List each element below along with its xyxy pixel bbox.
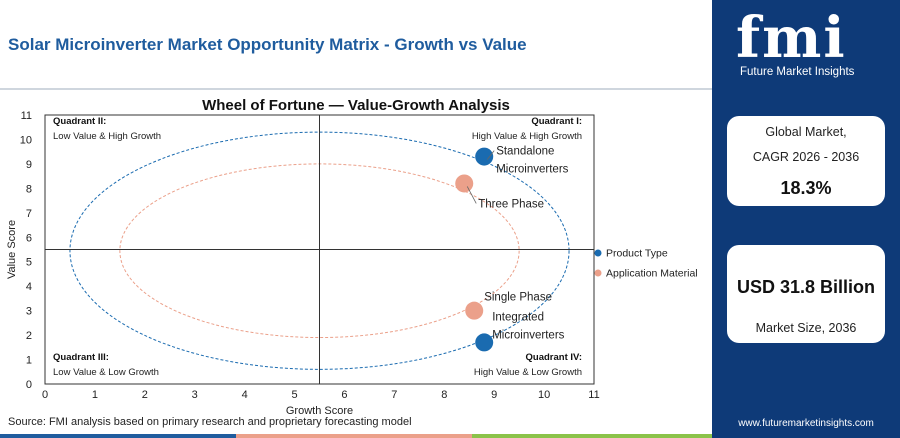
y-tick-label: 2 (26, 330, 32, 342)
x-tick-label: 7 (391, 389, 397, 401)
logo-tagline: Future Market Insights (740, 66, 855, 78)
website-link[interactable]: www.futuremarketinsights.com (738, 418, 874, 429)
data-label: Standalone (496, 146, 554, 158)
label-leader (486, 150, 495, 160)
bottom-bar-segment (0, 434, 236, 438)
cagr-label-line2: CAGR 2026 - 2036 (752, 150, 860, 164)
data-label: Single Phase (484, 292, 552, 304)
y-tick-label: 10 (20, 134, 32, 146)
x-tick-label: 10 (538, 389, 550, 401)
data-point (475, 333, 494, 352)
page-title: Solar Microinverter Market Opportunity M… (8, 35, 527, 54)
x-tick-label: 1 (92, 389, 98, 401)
data-point (465, 301, 484, 320)
data-point (455, 174, 474, 193)
legend-marker (594, 269, 602, 277)
y-tick-label: 8 (26, 183, 32, 195)
x-tick-label: 2 (142, 389, 148, 401)
data-label: Integrated (492, 311, 544, 323)
outer-ring (69, 131, 570, 370)
y-tick-label: 9 (26, 159, 32, 171)
quadrant-title: Quadrant I: (531, 116, 582, 127)
x-tick-label: 11 (588, 389, 599, 401)
bottom-bar-segment (472, 434, 712, 438)
y-tick-label: 11 (21, 110, 32, 122)
brand-logo: fmi Future Market Insights (712, 0, 900, 88)
x-tick-label: 6 (341, 389, 347, 401)
quadrant-title: Quadrant IV: (526, 352, 582, 363)
opportunity-matrix-chart: Wheel of Fortune — Value-Growth Analysis… (6, 97, 698, 415)
data-label: Microinverters (492, 329, 564, 341)
x-tick-label: 4 (242, 389, 248, 401)
y-tick-label: 5 (26, 257, 32, 269)
data-point (475, 147, 494, 166)
cagr-value: 18.3% (780, 178, 832, 198)
chart-title: Wheel of Fortune — Value-Growth Analysis (202, 97, 510, 114)
cagr-label-line1: Global Market, (765, 125, 847, 139)
legend-marker (594, 249, 602, 257)
quadrant-subtitle: High Value & Low Growth (474, 367, 582, 378)
quadrant-title: Quadrant II: (53, 116, 106, 127)
source-note: Source: FMI analysis based on primary re… (8, 416, 412, 428)
x-tick-label: 9 (491, 389, 497, 401)
x-tick-label: 8 (441, 389, 447, 401)
header-divider (0, 88, 712, 90)
y-axis-label: Value Score (6, 220, 18, 279)
x-tick-label: 0 (42, 389, 48, 401)
sidebar: fmi Future Market Insights Global Market… (712, 0, 900, 438)
market-size-value: USD 31.8 Billion (736, 277, 876, 297)
x-tick-label: 5 (291, 389, 297, 401)
y-tick-label: 1 (26, 355, 32, 367)
quadrant-subtitle: Low Value & Low Growth (53, 367, 159, 378)
data-label: Three Phase (478, 198, 544, 210)
bottom-bar-segment (236, 434, 472, 438)
x-axis-label: Growth Score (286, 405, 353, 415)
y-tick-label: 0 (26, 379, 32, 391)
market-size-card: USD 31.8 Billion Market Size, 2036 (727, 245, 885, 343)
y-tick-label: 6 (26, 232, 32, 244)
legend-entry: Application Material (606, 268, 698, 280)
y-tick-label: 3 (26, 306, 32, 318)
quadrant-subtitle: Low Value & High Growth (53, 131, 161, 142)
label-leader (466, 186, 477, 204)
x-tick-label: 3 (192, 389, 198, 401)
header: Solar Microinverter Market Opportunity M… (0, 0, 712, 88)
data-label: Microinverters (496, 164, 568, 176)
legend-entry: Product Type (606, 248, 668, 260)
logo-wordmark: fmi (736, 5, 847, 71)
quadrant-subtitle: High Value & High Growth (472, 131, 582, 142)
quadrant-title: Quadrant III: (53, 352, 109, 363)
market-size-label: Market Size, 2036 (755, 321, 857, 335)
y-tick-label: 7 (26, 208, 32, 220)
cagr-card: Global Market, CAGR 2026 - 2036 18.3% (727, 116, 885, 206)
y-tick-label: 4 (26, 281, 32, 293)
